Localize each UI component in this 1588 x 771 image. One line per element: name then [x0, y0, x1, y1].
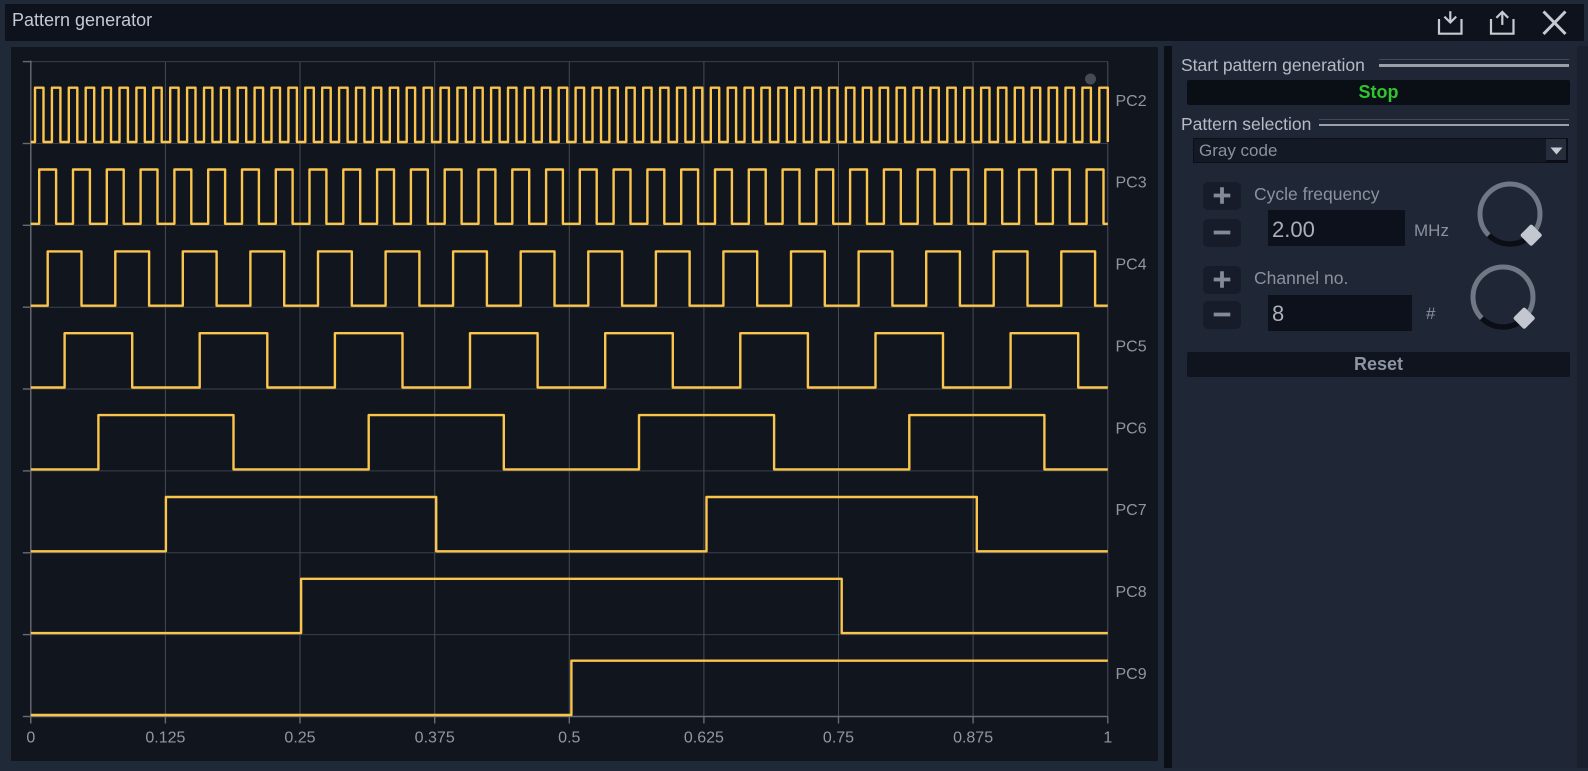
- svg-text:0: 0: [26, 730, 35, 747]
- svg-text:0.875: 0.875: [953, 730, 993, 747]
- svg-text:0.375: 0.375: [415, 730, 455, 747]
- svg-text:1: 1: [1103, 730, 1112, 747]
- svg-text:PC7: PC7: [1116, 502, 1147, 519]
- svg-text:PC5: PC5: [1116, 338, 1147, 355]
- svg-text:0.125: 0.125: [145, 730, 185, 747]
- svg-text:PC8: PC8: [1116, 584, 1147, 601]
- svg-text:0.75: 0.75: [823, 730, 854, 747]
- svg-text:PC6: PC6: [1116, 420, 1147, 437]
- svg-text:PC3: PC3: [1116, 175, 1147, 192]
- svg-text:PC9: PC9: [1116, 666, 1147, 683]
- svg-text:PC2: PC2: [1116, 93, 1147, 110]
- svg-text:0.5: 0.5: [558, 730, 580, 747]
- svg-text:PC4: PC4: [1116, 257, 1147, 274]
- svg-text:0.25: 0.25: [284, 730, 315, 747]
- svg-text:0.625: 0.625: [684, 730, 724, 747]
